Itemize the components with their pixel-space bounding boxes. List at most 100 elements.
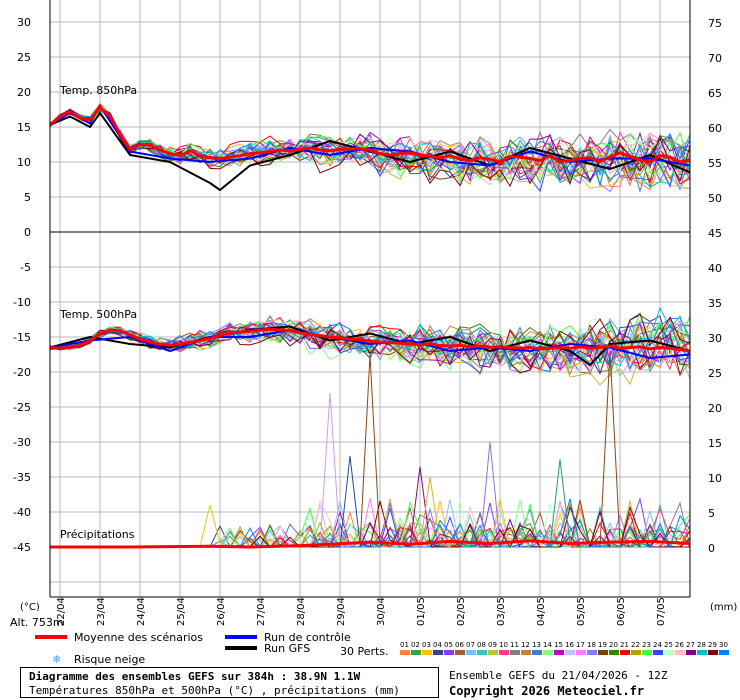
mean-850-line xyxy=(49,105,691,164)
pert-swatch xyxy=(565,650,575,655)
left-unit-label: (°C) xyxy=(20,602,40,613)
pert-swatch xyxy=(697,650,707,655)
altitude-label: Alt. 753m xyxy=(10,616,64,629)
pert-swatch xyxy=(488,650,498,655)
legend-gfs-label: Run GFS xyxy=(264,642,310,655)
y-tick-right: 0 xyxy=(708,542,715,555)
y-tick-right: 35 xyxy=(708,297,722,310)
y-tick-500: -15 xyxy=(13,331,31,344)
pert-number: 24 xyxy=(653,641,662,649)
y-tick-850: 15 xyxy=(17,121,31,134)
y-tick-right: 75 xyxy=(708,17,722,30)
pert-number: 06 xyxy=(455,641,464,649)
x-tick-label: 29/04 xyxy=(336,597,347,626)
pert-swatch xyxy=(433,650,443,655)
chart-grid xyxy=(50,0,690,597)
y-tick-850: 30 xyxy=(17,16,31,29)
pert-number: 21 xyxy=(620,641,629,649)
pert-number: 30 xyxy=(719,641,728,649)
pert-number: 03 xyxy=(422,641,431,649)
pert-swatch xyxy=(708,650,718,655)
pert-swatch xyxy=(466,650,476,655)
x-tick-label: 30/04 xyxy=(376,597,387,626)
control-500-line xyxy=(49,329,691,359)
pert-number: 12 xyxy=(521,641,530,649)
y-tick-right: 60 xyxy=(708,122,722,135)
legend-snow-label: Risque neige xyxy=(74,653,145,665)
pert-swatch xyxy=(543,650,553,655)
panel-label-850: Temp. 850hPa xyxy=(59,84,137,97)
chart-title-box: Diagramme des ensembles GEFS sur 384h : … xyxy=(20,667,439,698)
pert-swatch xyxy=(587,650,597,655)
pert-swatch xyxy=(620,650,630,655)
y-tick-500: -25 xyxy=(13,401,31,414)
pert-number: 09 xyxy=(488,641,497,649)
legend-perts-label: 30 Perts. xyxy=(340,645,389,658)
pert-number: 26 xyxy=(675,641,684,649)
pert-swatch xyxy=(477,650,487,655)
pert-number: 29 xyxy=(708,641,717,649)
pert-swatch xyxy=(675,650,685,655)
main-series xyxy=(49,105,691,549)
pert-swatch xyxy=(686,650,696,655)
gfs-500-line xyxy=(49,325,691,366)
pert-number: 19 xyxy=(598,641,607,649)
y-tick-right: 15 xyxy=(708,437,722,450)
pert-swatch xyxy=(532,650,542,655)
y-tick-right: 20 xyxy=(708,402,722,415)
y-tick-850: 10 xyxy=(17,156,31,169)
mean-precip-line xyxy=(50,539,691,549)
y-tick-right: 25 xyxy=(708,367,722,380)
ensemble-members xyxy=(49,102,691,549)
ensemble-run-label: Ensemble GEFS du 21/04/2026 - 12Z xyxy=(449,669,668,682)
pert-number: 11 xyxy=(510,641,519,649)
pert-number: 23 xyxy=(642,641,651,649)
pert-swatch xyxy=(631,650,641,655)
x-tick-label: 02/05 xyxy=(456,597,467,626)
x-tick-label: 07/05 xyxy=(656,597,667,626)
x-tick-label: 04/05 xyxy=(536,597,547,626)
x-tick-label: 03/05 xyxy=(496,597,507,626)
y-tick-500: -35 xyxy=(13,471,31,484)
chart-subtitle: Températures 850hPa et 500hPa (°C) , pré… xyxy=(29,684,400,697)
precip-peak xyxy=(549,459,581,548)
chart-title: Diagramme des ensembles GEFS sur 384h : … xyxy=(29,670,361,683)
member-500 xyxy=(49,306,691,368)
pert-swatch xyxy=(554,650,564,655)
precip-peak xyxy=(409,466,441,548)
y-tick-500: -20 xyxy=(13,366,31,379)
y-tick-right: 30 xyxy=(708,332,722,345)
copyright-label: Copyright 2026 Meteociel.fr xyxy=(449,684,645,698)
x-tick-label: 01/05 xyxy=(416,597,427,626)
pert-number: 25 xyxy=(664,641,673,649)
y-tick-right: 50 xyxy=(708,192,722,205)
chart-labels: 302520151050-5-10-15-20-25-30-35-40-4575… xyxy=(10,16,737,629)
x-tick-label: 28/04 xyxy=(296,597,307,626)
y-tick-500: -40 xyxy=(13,506,31,519)
pert-swatch xyxy=(444,650,454,655)
x-tick-label: 05/05 xyxy=(576,597,587,626)
pert-number: 01 xyxy=(400,641,409,649)
precip-peak xyxy=(359,354,391,548)
panel-label-500: Temp. 500hPa xyxy=(59,308,137,321)
member-500 xyxy=(49,312,691,374)
y-tick-right: 5 xyxy=(708,507,715,520)
precip-peak xyxy=(339,455,371,548)
pert-number: 18 xyxy=(587,641,596,649)
pert-number: 05 xyxy=(444,641,453,649)
y-tick-right: 45 xyxy=(708,227,722,240)
pert-swatch xyxy=(609,650,619,655)
y-tick-850: 20 xyxy=(17,86,31,99)
pert-swatch xyxy=(411,650,421,655)
y-tick-850: 5 xyxy=(24,191,31,204)
pert-swatch xyxy=(576,650,586,655)
chart-legend: Moyenne des scénarios Run de contrôleRun … xyxy=(35,631,729,665)
pert-number: 20 xyxy=(609,641,618,649)
x-tick-label: 23/04 xyxy=(96,597,107,626)
x-tick-label: 27/04 xyxy=(256,597,267,626)
y-tick-right: 65 xyxy=(708,87,722,100)
pert-swatch xyxy=(719,650,729,655)
member-850 xyxy=(49,106,691,188)
precip-peak xyxy=(599,350,631,548)
pert-number: 17 xyxy=(576,641,585,649)
